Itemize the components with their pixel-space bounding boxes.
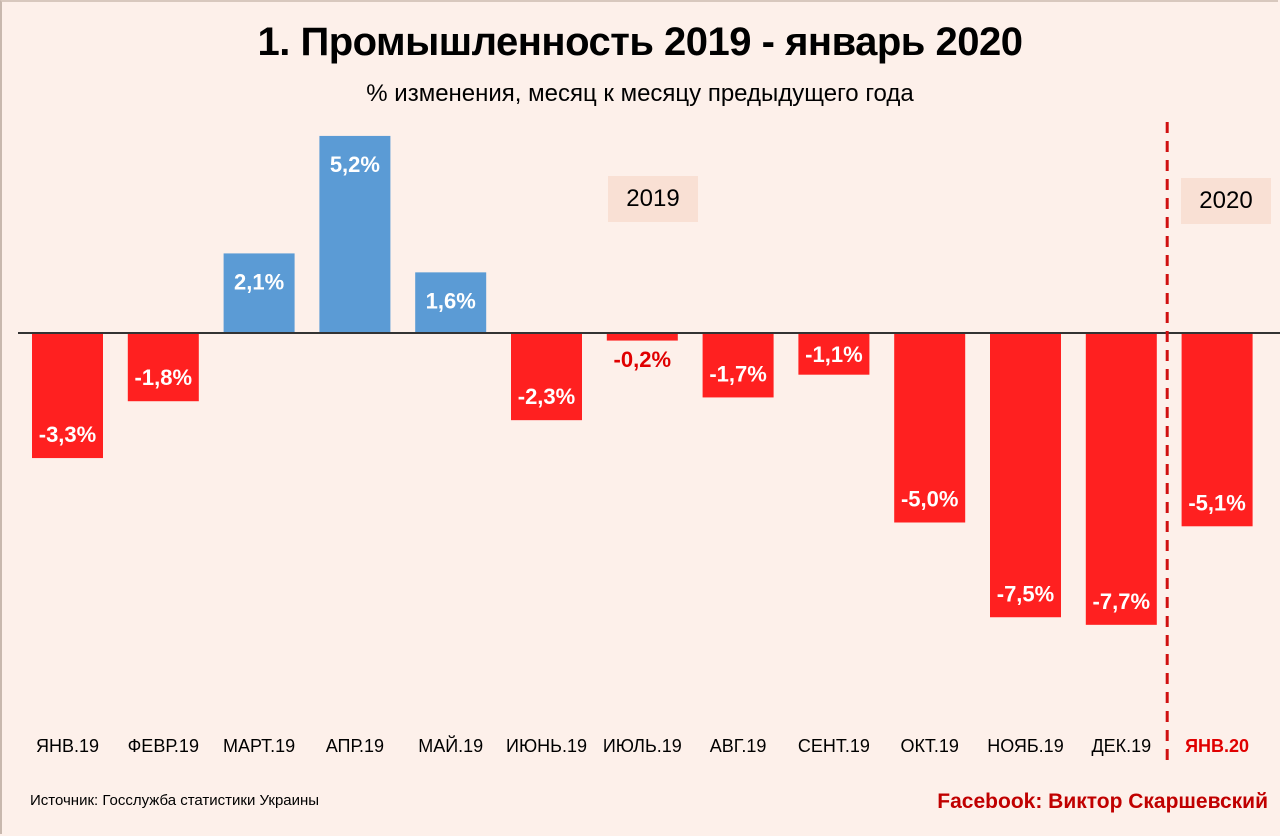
data-label-8: -1,7% — [709, 361, 766, 386]
data-labels-group: -3,3% -1,8% 2,1% 5,2% 1,6% -2,3% -0,2% -1,7% -1,… — [39, 152, 1246, 614]
bars-group — [32, 135, 1253, 625]
year-label-2019: 2019 — [608, 176, 698, 222]
x-tick-labels-group: ЯНВ.19 ФЕВР.19 МАРТ.19 АПР.19 МАЙ.19 ИЮНЬ.19 И… — [36, 735, 1249, 756]
bar-1 — [32, 333, 103, 459]
bar-12 — [1085, 333, 1157, 625]
year-label-2020: 2020 — [1181, 178, 1271, 224]
x-tick-label-6: ИЮНЬ.19 — [506, 736, 587, 756]
bar-5 — [415, 272, 487, 333]
data-label-1: -3,3% — [39, 422, 96, 447]
x-tick-label-5: МАЙ.19 — [418, 735, 483, 756]
x-tick-label-4: АПР.19 — [326, 736, 384, 756]
x-tick-label-2: ФЕВР.19 — [128, 736, 199, 756]
bar-11 — [990, 333, 1061, 618]
x-tick-label-9: СЕНТ.19 — [798, 736, 870, 756]
x-tick-label-11: НОЯБ.19 — [987, 736, 1063, 756]
data-label-2: -1,8% — [135, 365, 192, 390]
bar-6 — [511, 333, 582, 421]
x-tick-label-8: АВГ.19 — [710, 736, 767, 756]
bar-2 — [127, 333, 199, 402]
bar-4 — [319, 135, 391, 333]
x-tick-label-1: ЯНВ.19 — [36, 736, 99, 756]
source-note: Источник: Госслужба статистики Украины — [30, 792, 320, 809]
bar-8 — [702, 333, 774, 398]
data-label-10: -5,0% — [901, 487, 958, 512]
bar-3 — [223, 253, 295, 333]
data-label-11: -7,5% — [997, 581, 1054, 606]
data-label-9: -1,1% — [805, 342, 862, 367]
data-label-5: 1,6% — [426, 288, 476, 313]
author-credit: Facebook: Виктор Скаршевский — [937, 790, 1268, 813]
data-label-7: -0,2% — [614, 347, 671, 372]
bar-9 — [798, 333, 870, 375]
bar-7 — [606, 333, 678, 341]
data-label-13: -5,1% — [1188, 490, 1245, 515]
chart-subtitle: % изменения, месяц к месяцу предыдущего … — [366, 80, 914, 107]
data-label-12: -7,7% — [1093, 589, 1150, 614]
data-label-4: 5,2% — [330, 152, 380, 177]
chart-title: 1. Промышленность 2019 - январь 2020 — [257, 20, 1023, 64]
x-tick-label-3: МАРТ.19 — [223, 736, 295, 756]
x-tick-label-10: ОКТ.19 — [900, 736, 959, 756]
x-tick-label-7: ИЮЛЬ.19 — [603, 736, 682, 756]
data-label-6: -2,3% — [518, 384, 575, 409]
data-label-3: 2,1% — [234, 269, 284, 294]
x-tick-label-12: ДЕК.19 — [1091, 736, 1151, 756]
bar-10 — [894, 333, 966, 523]
x-tick-label-13: ЯНВ.20 — [1185, 736, 1249, 756]
bar-13 — [1181, 333, 1253, 527]
